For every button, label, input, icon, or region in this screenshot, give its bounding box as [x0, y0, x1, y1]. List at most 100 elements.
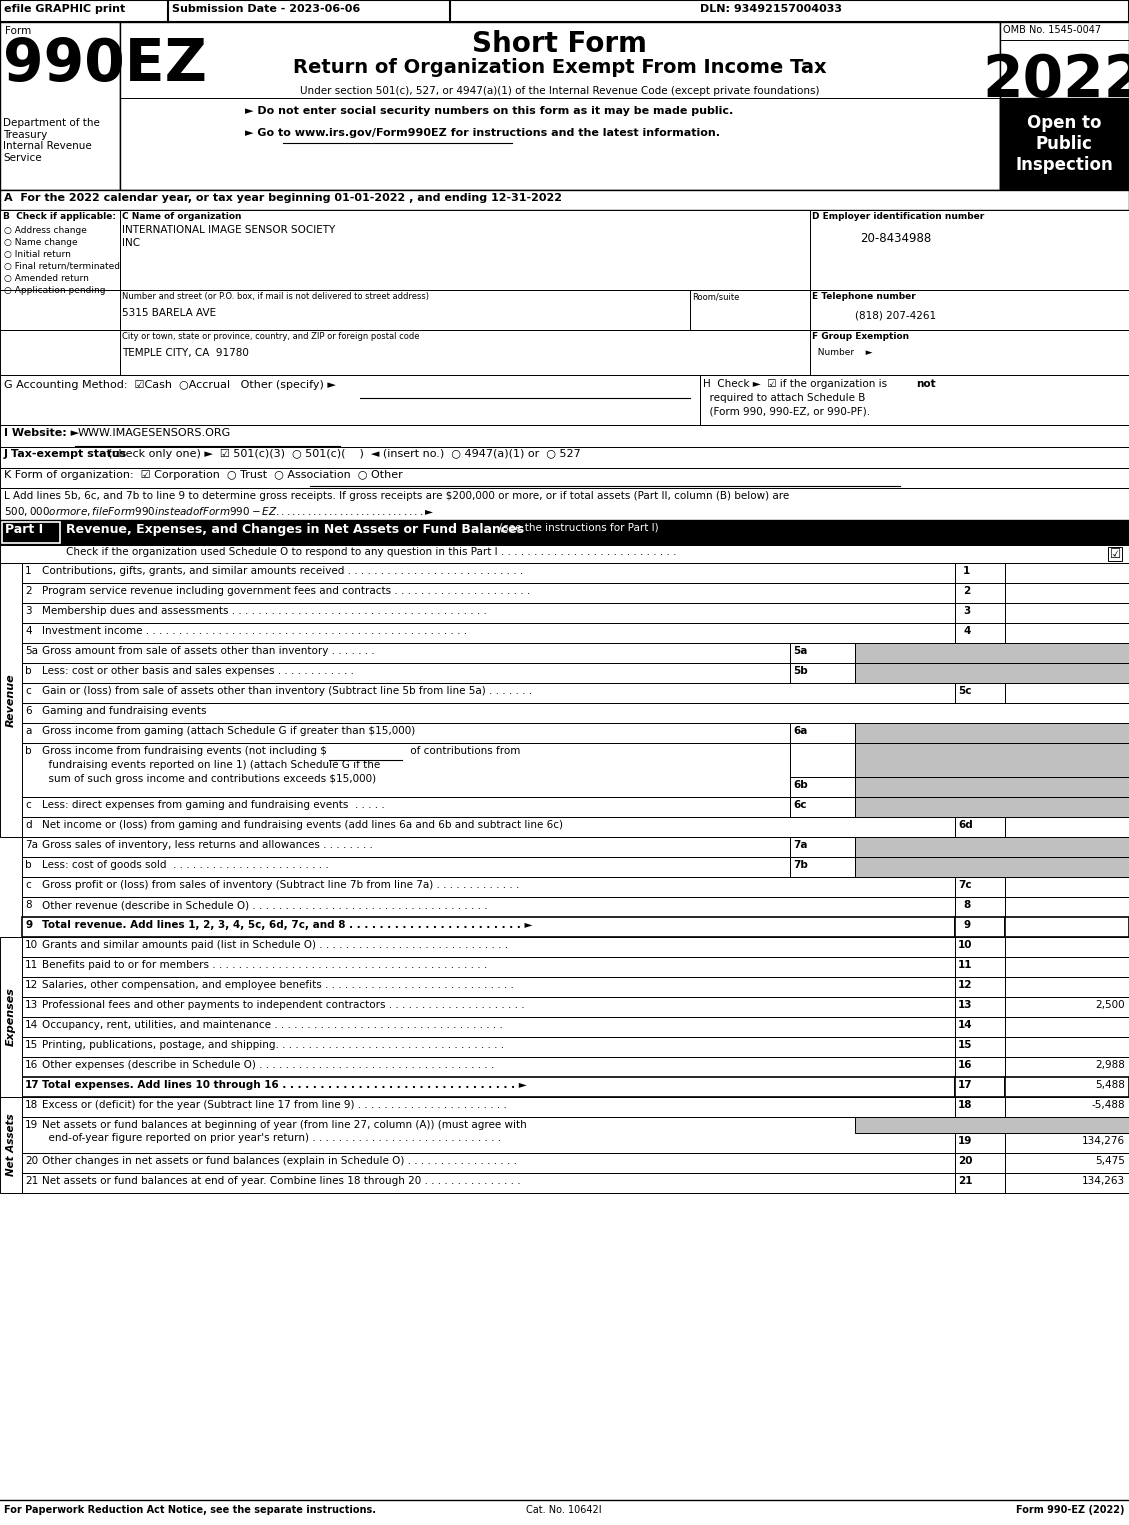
- Bar: [955, 958, 1005, 978]
- Text: 3: 3: [25, 605, 32, 616]
- Bar: [1005, 1077, 1129, 1096]
- Bar: [955, 1017, 1005, 1037]
- Text: 15: 15: [959, 1040, 972, 1051]
- Bar: [21, 1077, 955, 1096]
- Bar: [21, 663, 790, 683]
- Text: Printing, publications, postage, and shipping. . . . . . . . . . . . . . . . . .: Printing, publications, postage, and shi…: [42, 1040, 505, 1051]
- Text: 11: 11: [959, 961, 972, 970]
- Bar: [21, 683, 955, 703]
- Text: Program service revenue including government fees and contracts . . . . . . . . : Program service revenue including govern…: [42, 586, 531, 596]
- Text: 4: 4: [963, 625, 970, 636]
- Bar: [1000, 21, 1129, 191]
- Text: 12: 12: [959, 981, 972, 990]
- Text: not: not: [916, 380, 936, 389]
- Text: ► Do not enter social security numbers on this form as it may be made public.: ► Do not enter social security numbers o…: [245, 107, 733, 116]
- Text: 19: 19: [959, 1136, 972, 1145]
- Bar: [21, 563, 955, 583]
- Bar: [955, 997, 1005, 1017]
- Text: Revenue, Expenses, and Changes in Net Assets or Fund Balances: Revenue, Expenses, and Changes in Net As…: [65, 523, 524, 535]
- Bar: [855, 1116, 1129, 1133]
- Bar: [955, 563, 1005, 583]
- Bar: [955, 978, 1005, 997]
- Bar: [21, 978, 955, 997]
- Text: INTERNATIONAL IMAGE SENSOR SOCIETY: INTERNATIONAL IMAGE SENSOR SOCIETY: [122, 226, 335, 235]
- Bar: [955, 583, 1005, 602]
- Bar: [1005, 1153, 1129, 1173]
- Bar: [790, 723, 855, 743]
- Text: 7c: 7c: [959, 880, 972, 891]
- Text: Less: direct expenses from gaming and fundraising events  . . . . .: Less: direct expenses from gaming and fu…: [42, 801, 385, 810]
- Text: Short Form: Short Form: [473, 30, 648, 58]
- Text: 17: 17: [25, 1080, 40, 1090]
- Bar: [1005, 1017, 1129, 1037]
- Bar: [1000, 98, 1129, 191]
- Text: 16: 16: [959, 1060, 972, 1071]
- Bar: [1005, 583, 1129, 602]
- Text: 5,475: 5,475: [1095, 1156, 1124, 1167]
- Text: 17: 17: [959, 1080, 972, 1090]
- Text: INC: INC: [122, 238, 140, 249]
- Text: 5c: 5c: [959, 686, 971, 695]
- Text: 18: 18: [959, 1100, 972, 1110]
- Text: ○ Name change: ○ Name change: [5, 238, 78, 247]
- Bar: [120, 329, 809, 375]
- Text: 14: 14: [959, 1020, 972, 1029]
- Bar: [0, 468, 1129, 488]
- Bar: [0, 563, 21, 837]
- Text: 990EZ: 990EZ: [3, 37, 207, 93]
- Text: Form 990-EZ (2022): Form 990-EZ (2022): [1016, 1505, 1124, 1514]
- Bar: [0, 488, 1129, 520]
- Bar: [0, 375, 700, 425]
- Bar: [955, 1077, 1005, 1096]
- Bar: [809, 329, 1129, 375]
- Text: $500,000 or more, file Form 990 instead of Form 990-EZ . . . . . . . . . . . . .: $500,000 or more, file Form 990 instead …: [5, 505, 435, 518]
- Text: Gross income from fundraising events (not including $: Gross income from fundraising events (no…: [42, 746, 327, 756]
- Bar: [955, 1133, 1005, 1153]
- Text: 5,488: 5,488: [1095, 1080, 1124, 1090]
- Text: Occupancy, rent, utilities, and maintenance . . . . . . . . . . . . . . . . . . : Occupancy, rent, utilities, and maintena…: [42, 1020, 502, 1029]
- Bar: [1005, 897, 1129, 917]
- Bar: [1005, 917, 1129, 936]
- Bar: [0, 290, 120, 329]
- Text: 8: 8: [25, 900, 32, 910]
- Text: G Accounting Method:  ☑Cash  ○Accrual   Other (specify) ►: G Accounting Method: ☑Cash ○Accrual Othe…: [5, 380, 335, 390]
- Text: J Tax-exempt status: J Tax-exempt status: [5, 448, 128, 459]
- Text: F Group Exemption: F Group Exemption: [812, 332, 909, 342]
- Text: Gaming and fundraising events: Gaming and fundraising events: [42, 706, 207, 717]
- Text: Investment income . . . . . . . . . . . . . . . . . . . . . . . . . . . . . . . : Investment income . . . . . . . . . . . …: [42, 625, 467, 636]
- Bar: [955, 624, 1005, 644]
- Bar: [955, 917, 1005, 936]
- Text: 11: 11: [25, 961, 38, 970]
- Text: 6a: 6a: [793, 726, 807, 737]
- Text: 5b: 5b: [793, 666, 807, 676]
- Text: required to attach Schedule B: required to attach Schedule B: [703, 393, 865, 403]
- Text: TEMPLE CITY, CA  91780: TEMPLE CITY, CA 91780: [122, 348, 248, 358]
- Bar: [955, 936, 1005, 958]
- Text: c: c: [25, 686, 30, 695]
- Bar: [700, 375, 1129, 425]
- Bar: [1005, 1037, 1129, 1057]
- Text: Membership dues and assessments . . . . . . . . . . . . . . . . . . . . . . . . : Membership dues and assessments . . . . …: [42, 605, 487, 616]
- Text: DLN: 93492157004033: DLN: 93492157004033: [700, 5, 842, 14]
- Bar: [21, 703, 1129, 723]
- Text: 20-8434988: 20-8434988: [860, 232, 931, 246]
- Text: a: a: [25, 726, 32, 737]
- Text: Contributions, gifts, grants, and similar amounts received . . . . . . . . . . .: Contributions, gifts, grants, and simila…: [42, 566, 523, 576]
- Text: Other expenses (describe in Schedule O) . . . . . . . . . . . . . . . . . . . . : Other expenses (describe in Schedule O) …: [42, 1060, 495, 1071]
- Text: -5,488: -5,488: [1092, 1100, 1124, 1110]
- Text: 13: 13: [25, 1000, 38, 1010]
- Text: (check only one) ►  ☑ 501(c)(3)  ○ 501(c)(    )  ◄ (insert no.)  ○ 4947(a)(1) or: (check only one) ► ☑ 501(c)(3) ○ 501(c)(…: [108, 448, 580, 459]
- Bar: [21, 1116, 955, 1153]
- Text: 7b: 7b: [793, 860, 808, 869]
- Text: Number and street (or P.O. box, if mail is not delivered to street address): Number and street (or P.O. box, if mail …: [122, 291, 429, 300]
- Bar: [21, 723, 790, 743]
- Bar: [855, 857, 1129, 877]
- Bar: [21, 877, 955, 897]
- Text: Expenses: Expenses: [6, 988, 16, 1046]
- Text: efile GRAPHIC print: efile GRAPHIC print: [5, 5, 125, 14]
- Bar: [855, 663, 1129, 683]
- Text: 2: 2: [25, 586, 32, 596]
- Text: Less: cost of goods sold  . . . . . . . . . . . . . . . . . . . . . . . .: Less: cost of goods sold . . . . . . . .…: [42, 860, 329, 869]
- Bar: [1005, 1133, 1129, 1153]
- Text: c: c: [25, 801, 30, 810]
